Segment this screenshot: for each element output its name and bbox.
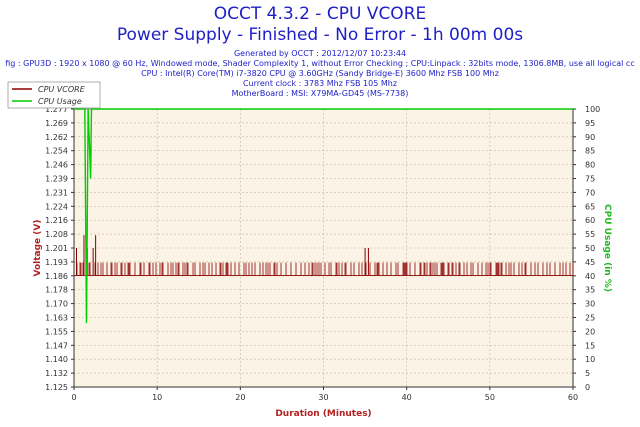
y-right-tick-label: 50 <box>585 244 595 253</box>
y-right-tick-label: 65 <box>585 202 595 211</box>
info-line-clock: Current clock : 3783 Mhz FSB 105 Mhz <box>242 79 398 88</box>
y-left-tick-label: 1.231 <box>45 188 68 197</box>
y-left-tick-label: 1.155 <box>45 327 68 336</box>
x-tick-label: 40 <box>402 393 412 402</box>
legend-label-vcore: CPU VCORE <box>38 85 86 94</box>
y-right-axis-label: CPU Usage (in %) <box>602 204 612 292</box>
y-left-tick-label: 1.140 <box>45 355 68 364</box>
y-right-tick-label: 40 <box>585 272 595 281</box>
info-line-motherboard: MotherBoard : MSI: X79MA-GD45 (MS-7738) <box>231 89 409 98</box>
x-tick-label: 20 <box>235 393 245 402</box>
x-tick-label: 50 <box>485 393 495 402</box>
y-left-tick-label: 1.224 <box>45 202 68 211</box>
y-left-tick-label: 1.186 <box>45 272 68 281</box>
y-right-tick-label: 0 <box>585 383 590 392</box>
x-tick-label: 60 <box>568 393 578 402</box>
y-left-tick-label: 1.132 <box>45 369 68 378</box>
info-line-generated: Generated by OCCT : 2012/12/07 10:23:44 <box>233 49 407 58</box>
info-line-config: fig : GPU3D : 1920 x 1080 @ 60 Hz, Windo… <box>5 59 635 68</box>
x-axis-label: Duration (Minutes) <box>275 409 371 419</box>
y-right-tick-label: 30 <box>585 300 595 309</box>
y-left-tick-label: 1.254 <box>45 147 68 156</box>
y-left-tick-label: 1.239 <box>45 175 68 184</box>
y-left-tick-label: 1.178 <box>45 286 68 295</box>
y-right-tick-label: 35 <box>585 286 595 295</box>
y-right-tick-label: 25 <box>585 314 595 323</box>
y-right-tick-label: 90 <box>585 133 595 142</box>
series-usage-line <box>74 108 573 324</box>
y-left-tick-label: 1.170 <box>45 300 68 309</box>
y-left-tick-label: 1.201 <box>45 244 68 253</box>
y-left-tick-label: 1.269 <box>45 119 68 128</box>
chart-title: OCCT 4.3.2 - CPU VCORE <box>213 4 427 24</box>
y-left-tick-label: 1.262 <box>45 133 68 142</box>
y-right-tick-label: 20 <box>585 327 595 336</box>
y-right-tick-label: 100 <box>585 105 600 114</box>
info-line-cpu: CPU : Intel(R) Core(TM) i7-3820 CPU @ 3.… <box>141 69 499 78</box>
y-left-tick-label: 1.277 <box>45 105 68 114</box>
y-right-tick-label: 60 <box>585 216 595 225</box>
y-right-tick-label: 10 <box>585 355 595 364</box>
x-tick-label: 30 <box>318 393 328 402</box>
y-left-tick-label: 1.125 <box>45 383 68 392</box>
series-vcore-line <box>74 262 574 276</box>
y-right-tick-label: 55 <box>585 230 595 239</box>
y-left-tick-label: 1.193 <box>45 258 68 267</box>
y-right-tick-label: 80 <box>585 161 595 170</box>
y-right-tick-label: 5 <box>585 369 590 378</box>
y-left-tick-label: 1.208 <box>45 230 68 239</box>
y-left-tick-label: 1.163 <box>45 314 68 323</box>
x-tick-label: 0 <box>71 393 76 402</box>
chart-subtitle: Power Supply - Finished - No Error - 1h … <box>116 25 524 45</box>
x-tick-label: 10 <box>152 393 162 402</box>
y-left-tick-label: 1.147 <box>45 341 68 350</box>
legend-box <box>7 81 101 109</box>
y-right-tick-label: 95 <box>585 119 595 128</box>
y-right-tick-label: 70 <box>585 188 595 197</box>
y-right-tick-label: 45 <box>585 258 595 267</box>
y-right-tick-label: 15 <box>585 341 595 350</box>
legend-label-usage: CPU Usage <box>38 97 82 106</box>
y-left-tick-label: 1.246 <box>45 161 68 170</box>
y-left-tick-label: 1.216 <box>45 216 68 225</box>
y-right-tick-label: 85 <box>585 147 595 156</box>
y-left-axis-label: Voltage (V) <box>33 220 43 277</box>
y-right-tick-label: 75 <box>585 175 595 184</box>
